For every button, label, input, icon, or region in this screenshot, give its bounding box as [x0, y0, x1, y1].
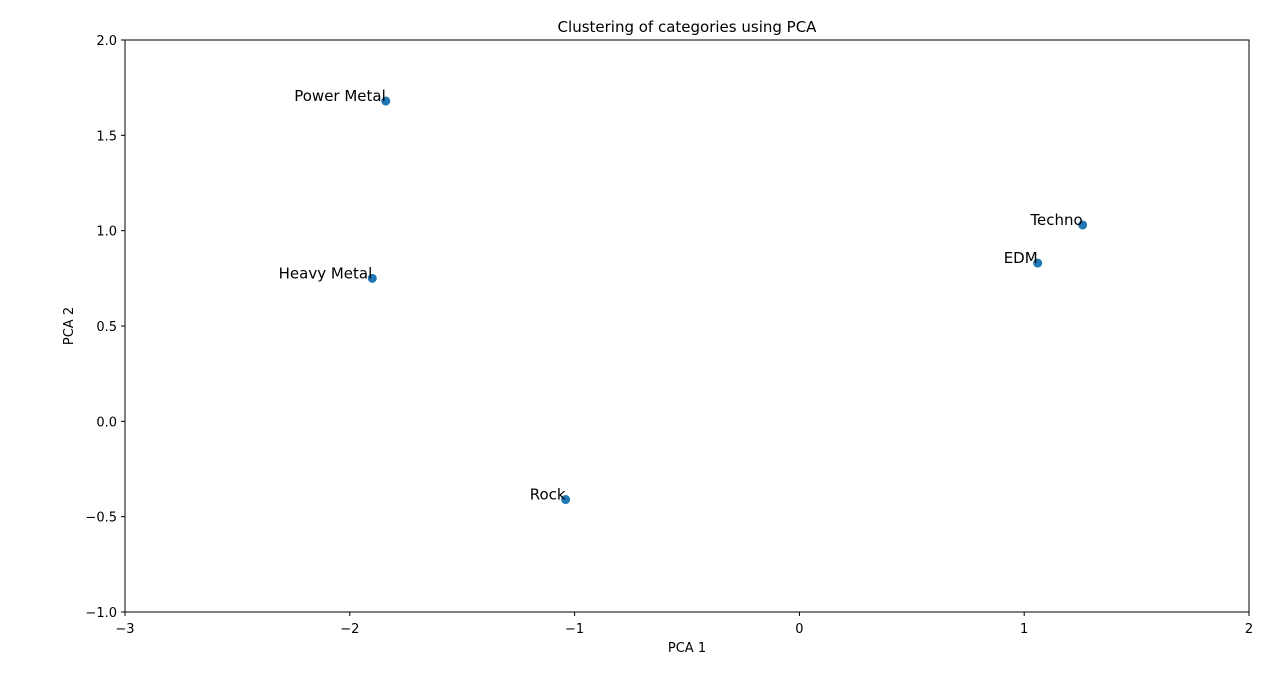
x-tick-label: 2	[1245, 622, 1253, 637]
plot-area: −3 −2 −1 0 1 2 −1.0 −0.5 0.0 0.5 1.0 1.5 2.0 Power Me…	[85, 34, 1253, 637]
scatter-point	[561, 495, 571, 505]
y-tick-label: −0.5	[85, 511, 117, 526]
scatter-point	[1078, 220, 1088, 230]
point-label: Heavy Metal	[279, 264, 373, 282]
y-axis-label: PCA 2	[62, 307, 77, 345]
x-tick-label: −3	[115, 622, 134, 637]
y-tick-label: 0.5	[96, 320, 117, 335]
x-tick-label: −1	[565, 622, 584, 637]
scatter-point	[1033, 258, 1043, 268]
y-tick-label: 1.5	[96, 129, 117, 144]
point-label: Techno	[1029, 211, 1082, 229]
y-tick-label: −1.0	[85, 606, 117, 621]
scatter-point	[381, 96, 391, 106]
scatter-point	[367, 273, 377, 283]
x-tick-label: 1	[1020, 622, 1028, 637]
x-tick-label: −2	[340, 622, 359, 637]
y-tick-label: 2.0	[96, 34, 117, 49]
x-axis-label: PCA 1	[668, 641, 706, 656]
y-tick-label: 1.0	[96, 225, 117, 240]
chart-title: Clustering of categories using PCA	[558, 18, 818, 36]
x-tick-label: 0	[795, 622, 803, 637]
plot-frame	[124, 39, 1250, 613]
point-label: Power Metal	[294, 87, 386, 105]
point-label: EDM	[1004, 249, 1038, 267]
y-tick-label: 0.0	[96, 415, 117, 430]
point-label: Rock	[530, 486, 566, 504]
